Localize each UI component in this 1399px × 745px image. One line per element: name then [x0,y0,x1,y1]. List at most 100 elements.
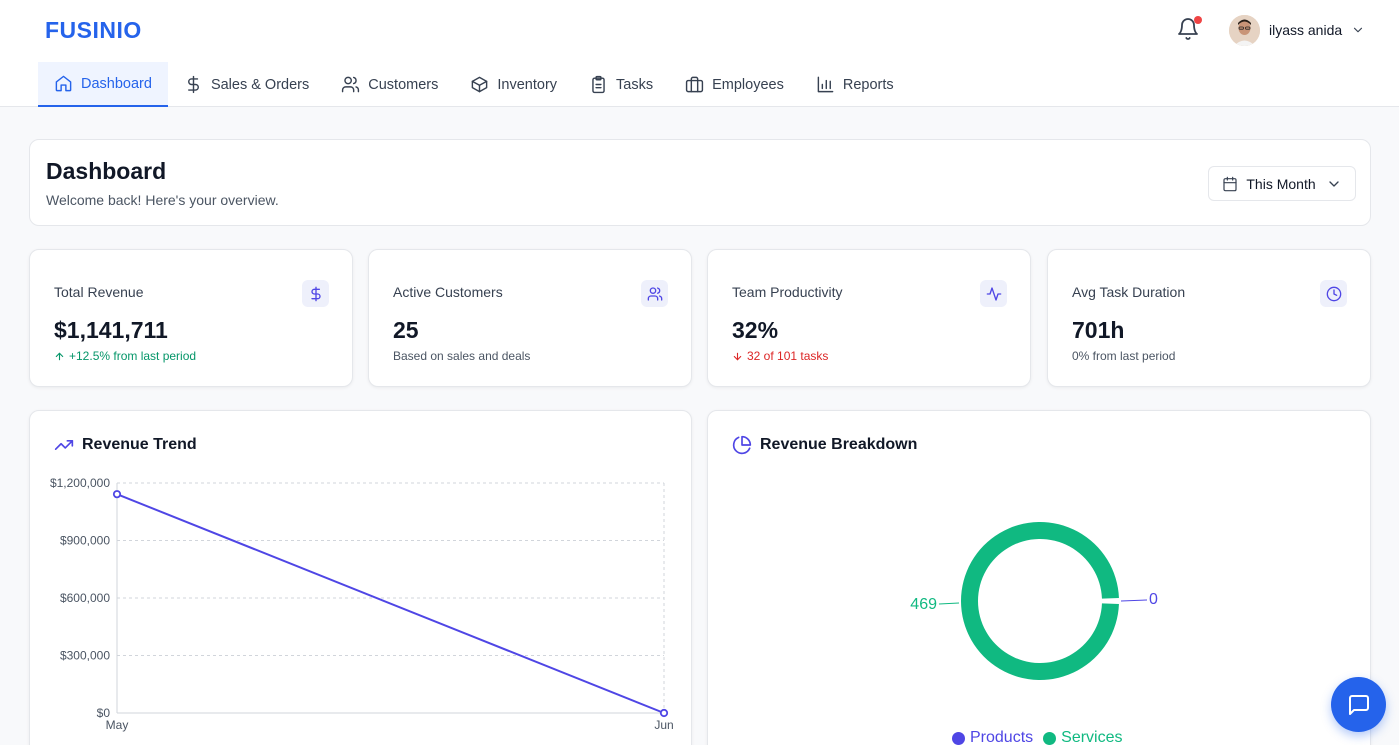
stat-card-total-revenue: Total Revenue $1,141,711 +12.5% from las… [29,249,353,387]
top-header: FUSINIO ilyass anida Dashboard Sales & O… [0,0,1399,107]
stat-icon-badge [980,280,1007,307]
slice-value-label: 0 [1149,591,1158,608]
stat-label: Avg Task Duration [1072,284,1186,300]
trending-up-icon [54,440,74,450]
stat-icon-badge [1320,280,1347,307]
x-tick-label: May [106,718,129,732]
users-icon [342,76,360,93]
stat-card-active-customers: Active Customers 25 Based on sales and d… [368,249,692,387]
stat-value: $1,141,711 [54,317,168,343]
nav-item-dashboard[interactable]: Dashboard [38,62,168,107]
page-title: Dashboard [46,158,167,184]
user-menu[interactable]: ilyass anida [1229,14,1365,46]
briefcase-icon [685,76,704,93]
stat-card-avg-task-duration: Avg Task Duration 701h 0% from last peri… [1047,249,1371,387]
date-range-label: This Month [1246,175,1316,192]
box-icon [472,76,488,93]
nav-item-label: Customers [368,76,439,93]
stat-note-text: Based on sales and deals [393,349,531,363]
data-point[interactable] [659,708,669,718]
home-icon [55,75,72,92]
label-leader-line [938,602,960,605]
stat-note-text: +12.5% from last period [69,349,197,363]
label-leader-line [1120,599,1148,602]
revenue-line-chart: $0 $300,000 $600,000 $900,000 $1,200,000 May J… [50,476,674,732]
y-tick-label: $1,200,000 [50,476,110,490]
y-tick-label: $900,000 [60,534,110,548]
panel-title: Revenue Breakdown [732,435,917,455]
nav-item-label: Sales & Orders [210,76,310,93]
pie-slice-services[interactable] [961,522,1119,680]
stat-value: 25 [393,317,419,343]
page-subtitle: Welcome back! Here's your overview. [46,192,279,208]
stat-label: Total Revenue [54,284,144,300]
legend-item-products[interactable]: Products [952,729,1033,745]
stat-card-team-productivity: Team Productivity 32% 32 of 101 tasks [707,249,1031,387]
data-point[interactable] [112,490,122,499]
avatar [1229,14,1260,46]
arrow-down-icon [733,352,742,360]
stat-note: 0% from last period [1072,349,1175,363]
pie-chart-icon [732,435,752,455]
legend-item-services[interactable]: Services [1043,729,1123,745]
date-range-dropdown[interactable]: This Month [1208,166,1356,201]
nav-item-employees[interactable]: Employees [669,62,800,107]
slice-value-label: 469 [910,596,937,613]
revenue-donut-chart: 0 469 [910,522,1158,680]
chevron-down-icon [1328,180,1339,187]
stat-icon-badge [302,280,329,307]
legend-swatch [1043,731,1057,745]
nav-item-label: Tasks [616,76,654,93]
chat-button[interactable] [1331,677,1386,732]
panel-title-text: Revenue Breakdown [760,436,918,453]
calendar-icon [1223,176,1237,191]
nav-item-sales-orders[interactable]: Sales & Orders [168,62,325,107]
nav-item-customers[interactable]: Customers [325,62,454,107]
stat-note: +12.5% from last period [54,349,196,363]
chevron-down-icon [1354,27,1363,33]
stat-label: Team Productivity [732,284,843,300]
nav-item-label: Dashboard [81,75,152,92]
stat-note: Based on sales and deals [393,349,530,363]
y-tick-label: $300,000 [60,649,110,663]
series-line [116,493,665,714]
activity-icon [986,286,1001,301]
clipboard-icon [592,75,605,94]
y-tick-label: $600,000 [60,591,110,605]
x-tick-label: Jun [654,718,673,732]
nav-item-label: Inventory [497,76,558,93]
y-tick-label: $0 [97,706,111,720]
arrow-up-icon [55,352,64,360]
stat-note: 32 of 101 tasks [732,349,828,363]
stat-label: Active Customers [393,284,503,300]
notification-badge [1194,16,1202,24]
dollar-icon [187,75,199,94]
panel-title: Revenue Trend [54,435,197,455]
chart-legend: Products Services [952,729,1133,745]
nav-item-inventory[interactable]: Inventory [454,62,573,107]
bar-chart-icon [817,76,834,93]
nav-item-reports[interactable]: Reports [800,62,910,107]
revenue-trend-panel: Revenue Trend $0 $300,000 $600,000 $900,000… [29,410,692,745]
nav-item-tasks[interactable]: Tasks [573,62,669,107]
panel-title-text: Revenue Trend [82,436,197,453]
stat-icon-badge [641,280,668,307]
bell-icon[interactable] [1176,17,1200,41]
dollar-icon [310,286,321,301]
users-icon [647,286,662,301]
legend-label: Products [970,729,1034,745]
stat-note-text: 32 of 101 tasks [747,349,829,363]
dashboard-header: Dashboard Welcome back! Here's your over… [29,139,1371,226]
message-square-icon [1348,694,1369,715]
brand-logo[interactable]: FUSINIO [45,17,142,43]
nav-item-label: Reports [842,76,894,93]
legend-swatch [952,731,965,745]
user-name: ilyass anida [1269,22,1343,38]
revenue-breakdown-panel: Revenue Breakdown 0 469 Products Services [707,410,1371,745]
nav-item-label: Employees [712,76,784,93]
main-nav: Dashboard Sales & Orders Customers Inven… [38,62,910,107]
stat-value: 701h [1072,317,1125,343]
stat-value: 32% [732,317,779,343]
legend-label: Services [1061,729,1123,745]
clock-icon [1326,286,1341,301]
